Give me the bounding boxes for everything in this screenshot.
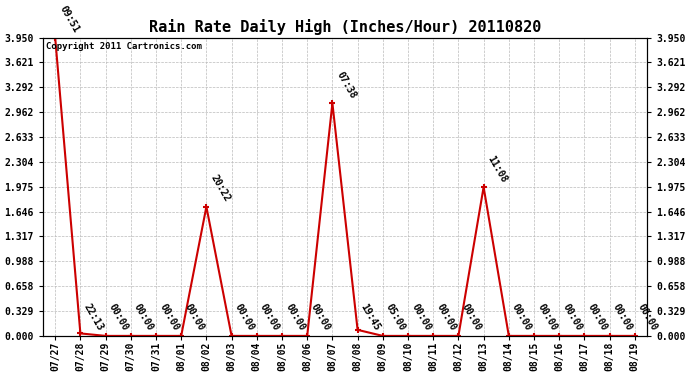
Text: 22:13: 22:13 [81,303,105,333]
Text: 00:00: 00:00 [510,303,533,333]
Text: 00:00: 00:00 [308,303,332,333]
Text: 00:00: 00:00 [107,303,130,333]
Text: 00:00: 00:00 [435,303,458,333]
Text: 00:00: 00:00 [182,303,206,333]
Text: 20:22: 20:22 [208,173,232,204]
Text: 00:00: 00:00 [586,303,609,333]
Text: 07:38: 07:38 [335,70,357,100]
Text: 09:51: 09:51 [57,4,81,34]
Text: 00:00: 00:00 [535,303,559,333]
Text: 00:00: 00:00 [284,303,306,333]
Text: 00:00: 00:00 [636,303,660,333]
Text: 19:45: 19:45 [359,303,382,333]
Title: Rain Rate Daily High (Inches/Hour) 20110820: Rain Rate Daily High (Inches/Hour) 20110… [149,19,541,35]
Text: 00:00: 00:00 [611,303,634,333]
Text: 11:08: 11:08 [486,154,509,184]
Text: 00:00: 00:00 [460,303,483,333]
Text: 00:00: 00:00 [132,303,155,333]
Text: 00:00: 00:00 [409,303,433,333]
Text: 00:00: 00:00 [233,303,256,333]
Text: 00:00: 00:00 [560,303,584,333]
Text: 00:00: 00:00 [258,303,282,333]
Text: Copyright 2011 Cartronics.com: Copyright 2011 Cartronics.com [46,42,201,51]
Text: 05:00: 05:00 [384,303,407,333]
Text: 00:00: 00:00 [157,303,181,333]
